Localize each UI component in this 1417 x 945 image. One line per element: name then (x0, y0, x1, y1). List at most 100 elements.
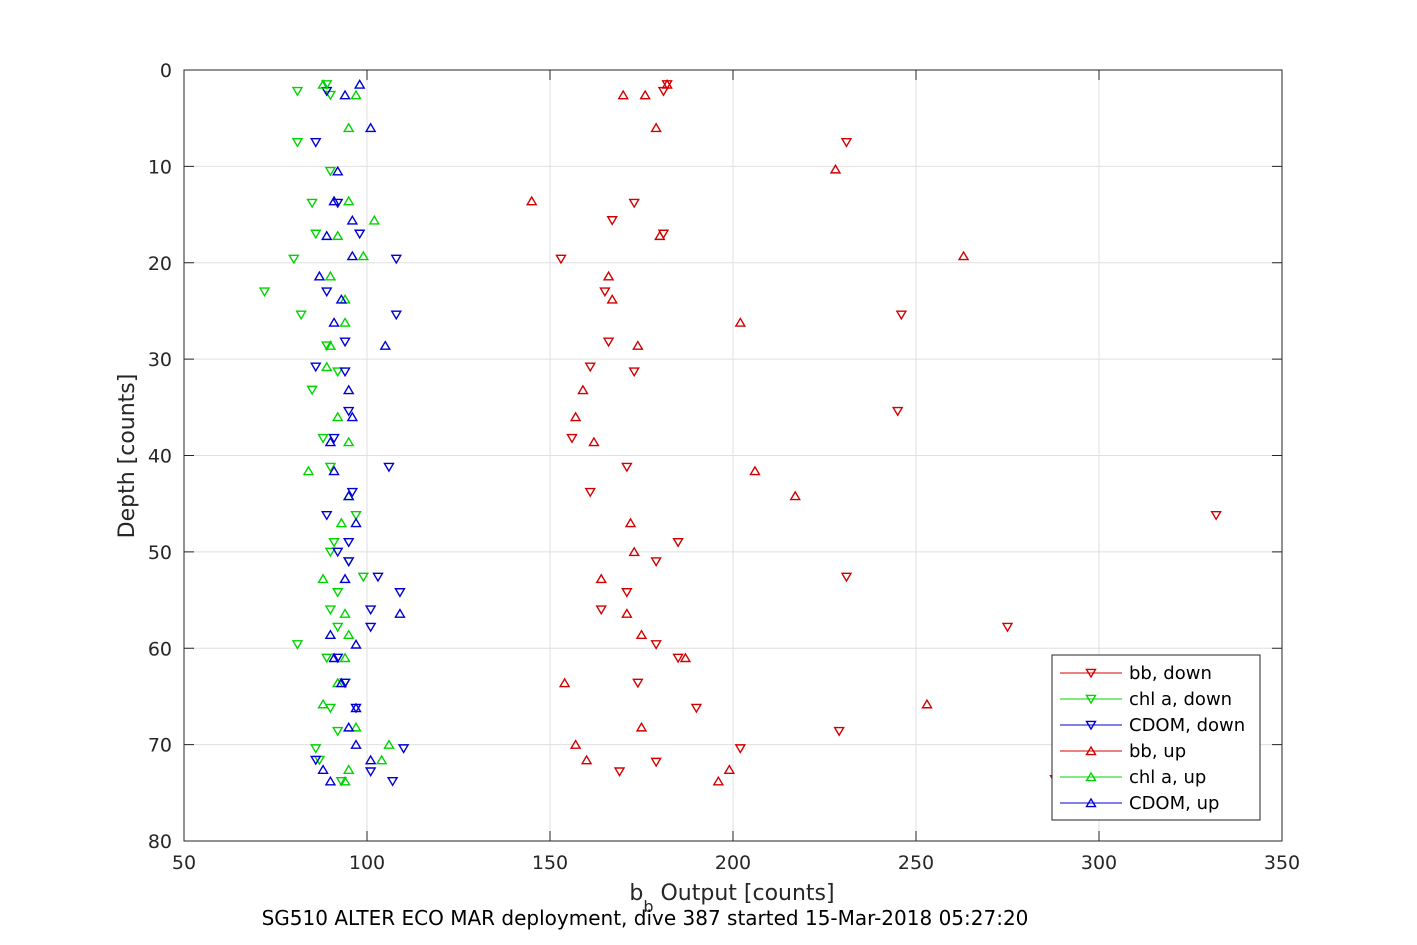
data-point (324, 340, 337, 350)
legend-marker (1085, 797, 1097, 808)
data-point (734, 317, 747, 327)
legend-label: chl a, up (1129, 767, 1206, 788)
data-point (555, 254, 567, 265)
data-point (650, 640, 662, 650)
data-point (650, 122, 662, 133)
y-tick-labels: 0 10 20 30 40 50 60 70 80 (148, 60, 172, 853)
y-tick-label: 10 (148, 156, 172, 178)
data-point (346, 487, 359, 498)
data-point (317, 79, 329, 89)
data-point (342, 406, 355, 417)
data-point (624, 517, 637, 528)
data-point (632, 340, 644, 350)
data-point (331, 230, 344, 241)
data-point (558, 677, 571, 688)
data-point (364, 754, 377, 765)
data-point (310, 362, 322, 373)
data-point (339, 652, 351, 663)
data-point (335, 293, 348, 304)
data-point (595, 605, 607, 616)
data-point (390, 310, 403, 321)
data-point (829, 163, 842, 174)
data-point (650, 757, 662, 768)
data-point (679, 652, 692, 663)
data-point (342, 537, 355, 548)
data-point (328, 465, 340, 476)
data-point (723, 764, 736, 774)
legend: bb, down chl a, down CDOM, down bb, up chl a… (1051, 654, 1261, 821)
y-tick-label: 30 (148, 349, 172, 371)
x-tick-label: 50 (172, 852, 196, 874)
data-point (628, 546, 640, 557)
data-point (584, 362, 596, 373)
data-point (350, 721, 362, 732)
y-tick-label: 20 (148, 253, 172, 275)
data-point (306, 198, 318, 209)
data-point (339, 775, 351, 786)
series-5 (313, 79, 406, 786)
legend-label: CDOM, up (1129, 793, 1219, 814)
data-point (957, 250, 970, 261)
data-point (353, 229, 366, 240)
data-point (606, 293, 618, 304)
data-point (350, 702, 362, 713)
figure-caption: SG510 ALTER ECO MAR deployment, dive 387… (262, 906, 1029, 930)
data-point (317, 698, 329, 709)
data-point (339, 89, 351, 100)
data-point (364, 122, 377, 133)
data-markers (258, 79, 1222, 787)
data-point (749, 465, 761, 476)
data-point (734, 744, 747, 754)
data-point (339, 317, 351, 327)
data-point (690, 703, 703, 714)
data-point (635, 721, 648, 732)
data-point (313, 270, 326, 281)
data-point (328, 652, 340, 663)
data-point (621, 588, 633, 598)
data-point (342, 629, 355, 640)
data-point (372, 572, 384, 583)
data-point (895, 310, 908, 321)
data-point (394, 608, 406, 618)
data-point (1210, 510, 1222, 521)
tick-marks (183, 69, 1283, 842)
data-point (339, 678, 351, 689)
legend-marker (1085, 771, 1097, 782)
data-point (635, 629, 648, 640)
data-point (350, 89, 362, 100)
data-point (310, 229, 322, 240)
data-point (328, 537, 340, 548)
data-point (628, 198, 640, 209)
y-tick-label: 0 (160, 60, 172, 82)
data-point (324, 166, 337, 177)
data-point (569, 739, 582, 749)
data-point (321, 341, 333, 352)
data-point (258, 287, 271, 298)
legend-label: chl a, down (1129, 689, 1232, 710)
data-point (342, 122, 355, 133)
legend-marker (1085, 694, 1097, 705)
data-point (291, 86, 304, 97)
data-point (566, 433, 578, 444)
data-point (331, 588, 344, 598)
data-point (328, 317, 340, 327)
legend-marker (1085, 668, 1097, 679)
x-tick-label: 100 (349, 852, 385, 874)
data-point (295, 310, 307, 321)
legend-entry: chl a, down (1060, 689, 1232, 710)
data-point (364, 605, 377, 616)
data-point (302, 465, 315, 476)
data-point (628, 367, 640, 378)
data-point (331, 653, 344, 664)
x-tick-label: 150 (532, 852, 568, 874)
legend-entry: bb, down (1060, 663, 1212, 684)
grid-lines (184, 70, 1282, 841)
data-point (390, 254, 403, 265)
data-point (342, 195, 355, 206)
data-point (364, 622, 377, 633)
data-point (650, 557, 662, 567)
data-point (350, 510, 362, 521)
y-tick-label: 60 (148, 638, 172, 660)
data-point (331, 411, 344, 422)
x-tick-label: 200 (715, 852, 751, 874)
